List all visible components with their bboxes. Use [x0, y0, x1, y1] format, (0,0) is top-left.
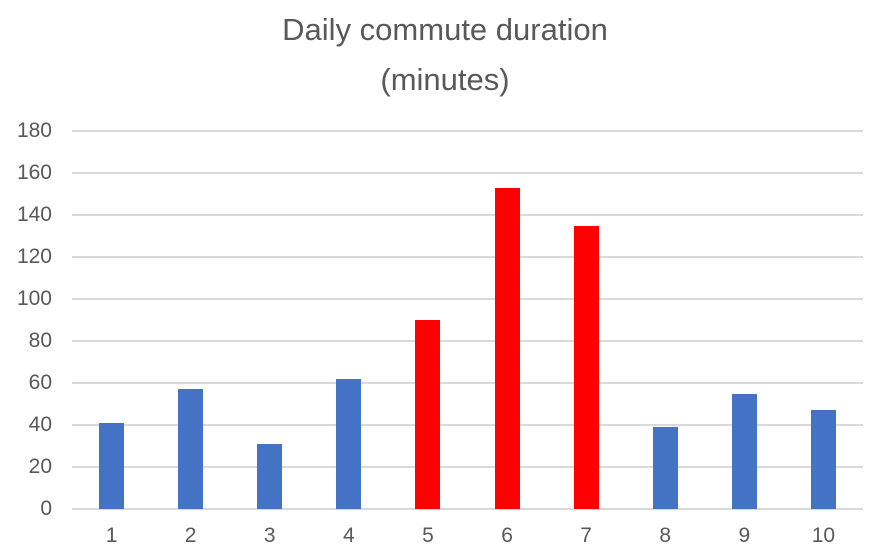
x-axis-tick-label: 3 [263, 524, 276, 547]
bar-category-1 [99, 422, 125, 509]
gridline-y-180 [72, 130, 863, 132]
gridline-y-100 [72, 298, 863, 300]
chart-title: Daily commute duration (minutes) [0, 5, 890, 105]
x-axis-tick-label: 2 [184, 524, 197, 547]
bar-category-3 [257, 443, 283, 509]
bar-category-7 [573, 225, 599, 509]
x-axis-tick-label: 8 [659, 524, 672, 547]
y-axis-tick-label: 160 [16, 161, 52, 184]
gridline-y-160 [72, 172, 863, 174]
chart-title-line-2: (minutes) [380, 62, 510, 97]
x-axis-tick-label: 1 [105, 524, 118, 547]
bar-category-5 [415, 320, 441, 509]
bar-category-8 [652, 427, 678, 509]
y-axis-tick-label: 60 [28, 371, 52, 394]
gridline-y-0 [72, 508, 863, 510]
x-axis-tick-label: 7 [580, 524, 592, 547]
bar-category-2 [178, 389, 204, 509]
plot-area [72, 130, 863, 510]
y-axis-tick-label: 120 [16, 245, 52, 268]
y-axis-tick-label: 80 [28, 329, 52, 352]
x-axis-tick-label: 4 [343, 524, 355, 547]
bar-category-9 [731, 393, 757, 509]
gridline-y-60 [72, 382, 863, 384]
gridline-y-120 [72, 256, 863, 258]
x-axis-tick-label: 9 [738, 524, 751, 547]
gridline-y-20 [72, 466, 863, 468]
x-axis-tick-label: 10 [811, 524, 836, 547]
y-axis-tick-label: 100 [16, 287, 52, 310]
y-axis-tick-label: 40 [28, 413, 52, 436]
bar-category-10 [810, 410, 836, 509]
y-axis-tick-label: 140 [16, 203, 52, 226]
x-axis-tick-label: 6 [501, 524, 513, 547]
y-axis-tick-label: 180 [16, 119, 52, 142]
y-axis-tick-label: 20 [28, 455, 52, 478]
gridline-y-140 [72, 214, 863, 216]
gridline-y-80 [72, 340, 863, 342]
bar-category-6 [494, 187, 520, 509]
bar-category-4 [336, 378, 362, 509]
x-axis-tick-label: 5 [422, 524, 434, 547]
y-axis-tick-label: 0 [40, 497, 52, 520]
gridline-y-40 [72, 424, 863, 426]
chart-title-line-1: Daily commute duration [282, 12, 608, 47]
